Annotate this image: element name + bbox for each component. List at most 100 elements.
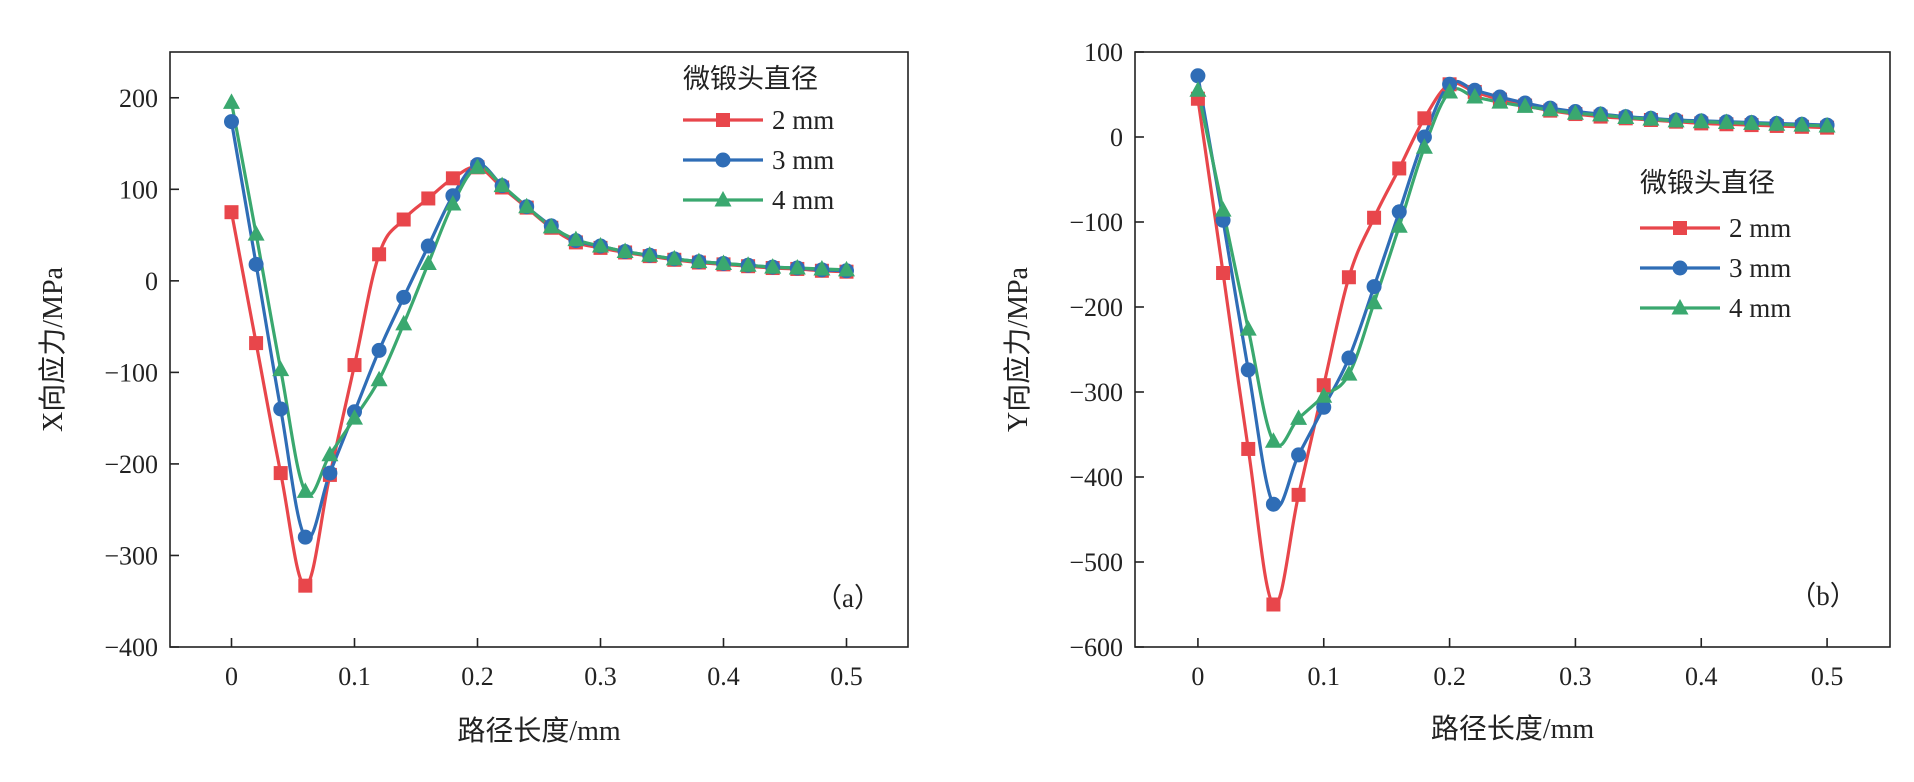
legend-entry: 2 mm [1729, 213, 1791, 243]
data-point-2mm [1392, 161, 1407, 176]
data-point-4mm [1290, 409, 1308, 425]
data-point-4mm [690, 252, 708, 269]
data-point-3mm [420, 238, 436, 254]
data-point-4mm [1818, 116, 1836, 133]
data-point-4mm [1365, 293, 1383, 310]
y-tick-label: −100 [104, 358, 158, 387]
data-point-4mm [1491, 93, 1509, 109]
data-point-4mm [838, 260, 855, 277]
legend-entry: 3 mm [772, 145, 834, 175]
data-point-4mm [739, 256, 757, 272]
data-point-2mm [1341, 270, 1356, 285]
y-tick-label: −300 [1069, 378, 1123, 407]
panel-label: （a） [815, 583, 881, 613]
data-point-4mm [1239, 320, 1257, 336]
data-point-3mm [1316, 399, 1332, 415]
y-tick-label: −100 [1069, 208, 1123, 237]
data-point-4mm [469, 158, 486, 174]
x-axis-title: 路径长度/mm [1431, 713, 1595, 745]
data-point-4mm [788, 259, 806, 275]
data-point-3mm [248, 256, 264, 272]
data-point-3mm [297, 529, 313, 545]
x-tick-label: 0.4 [707, 662, 740, 691]
data-point-2mm [1367, 210, 1382, 225]
data-point-4mm [444, 194, 462, 211]
data-point-4mm [592, 237, 609, 253]
data-point-4mm [1743, 114, 1761, 130]
series-line-3mm [1196, 75, 1828, 509]
legend-marker [1671, 299, 1689, 315]
y-tick-label: −200 [1069, 293, 1123, 322]
y-tick-label: 100 [119, 175, 158, 204]
data-point-3mm [1240, 362, 1256, 378]
series-lines [229, 102, 847, 588]
data-point-3mm [1366, 279, 1382, 295]
data-point-4mm [1667, 111, 1685, 128]
data-point-3mm [1341, 350, 1357, 366]
data-point-3mm [1416, 129, 1432, 145]
series-line-2mm [1196, 81, 1828, 607]
x-tick-label: 0.2 [1433, 662, 1466, 691]
data-point-4mm [272, 360, 290, 377]
data-point-4mm [1441, 82, 1459, 99]
data-point-4mm [296, 482, 314, 498]
y-tick-label: 100 [1084, 38, 1123, 67]
data-point-4mm [1340, 365, 1358, 381]
y-axis-title: X向应力/MPa [37, 266, 69, 431]
y-axis-ticks: −600 −500 −400 −300 −200 −100 0 100 [1069, 38, 1144, 662]
data-point-2mm [1266, 597, 1281, 612]
data-point-4mm [1189, 81, 1207, 97]
plot-frame [1134, 51, 1891, 648]
data-point-4mm [1516, 97, 1534, 113]
data-point-4mm [1566, 104, 1584, 120]
y-tick-label: 0 [145, 267, 158, 296]
data-point-2mm [1417, 111, 1432, 126]
panel-label: （b） [1789, 581, 1857, 611]
y-tick-label: −600 [1069, 633, 1123, 662]
data-point-4mm [1415, 138, 1433, 154]
legend-marker [716, 113, 730, 127]
data-point-4mm [665, 249, 683, 266]
data-point-3mm [396, 289, 412, 305]
data-point-4mm [1315, 387, 1333, 403]
data-point-4mm [1692, 112, 1710, 129]
data-point-3mm [224, 114, 239, 130]
data-point-4mm [764, 258, 782, 274]
data-point-4mm [223, 93, 240, 109]
legend: 微锻头直径 2 mm 3 mm 4 mm [1640, 168, 1791, 323]
legend: 微锻头直径 2 mm 3 mm 4 mm [683, 64, 834, 215]
series-lines [1196, 75, 1828, 607]
data-point-4mm [1793, 116, 1811, 132]
data-point-4mm [1466, 88, 1484, 104]
x-tick-label: 0.5 [1811, 662, 1844, 691]
x-tick-label: 0 [225, 662, 238, 691]
y-axis-ticks: −400 −300 −200 −100 0 100 200 [104, 84, 179, 662]
y-tick-label: −400 [1069, 463, 1123, 492]
x-axis-ticks: 0 0.1 0.2 0.3 0.4 0.5 [1191, 638, 1843, 691]
y-tick-label: −300 [104, 541, 158, 570]
x-axis-ticks: 0 0.1 0.2 0.3 0.4 0.5 [225, 638, 863, 691]
legend-title: 微锻头直径 [683, 64, 818, 94]
data-point-3mm [1265, 496, 1281, 512]
data-point-4mm [1214, 201, 1232, 217]
data-point-2mm [1291, 487, 1306, 502]
x-tick-label: 0.3 [584, 662, 617, 691]
data-point-2mm [249, 336, 264, 351]
y-tick-label: −200 [104, 450, 158, 479]
y-tick-label: 0 [1110, 123, 1123, 152]
x-tick-label: 0 [1191, 662, 1204, 691]
legend-entry: 3 mm [1729, 253, 1791, 283]
data-point-3mm [273, 401, 289, 417]
data-point-4mm [346, 409, 363, 425]
data-point-2mm [273, 466, 288, 481]
data-point-4mm [641, 246, 659, 262]
data-point-4mm [395, 314, 413, 331]
data-point-2mm [421, 191, 436, 206]
data-point-4mm [419, 254, 437, 270]
data-point-4mm [1264, 432, 1282, 448]
y-tick-label: 200 [119, 84, 158, 113]
data-point-4mm [616, 242, 634, 259]
x-tick-label: 0.2 [461, 662, 494, 691]
legend-title: 微锻头直径 [1640, 168, 1775, 198]
data-point-4mm [247, 225, 265, 241]
